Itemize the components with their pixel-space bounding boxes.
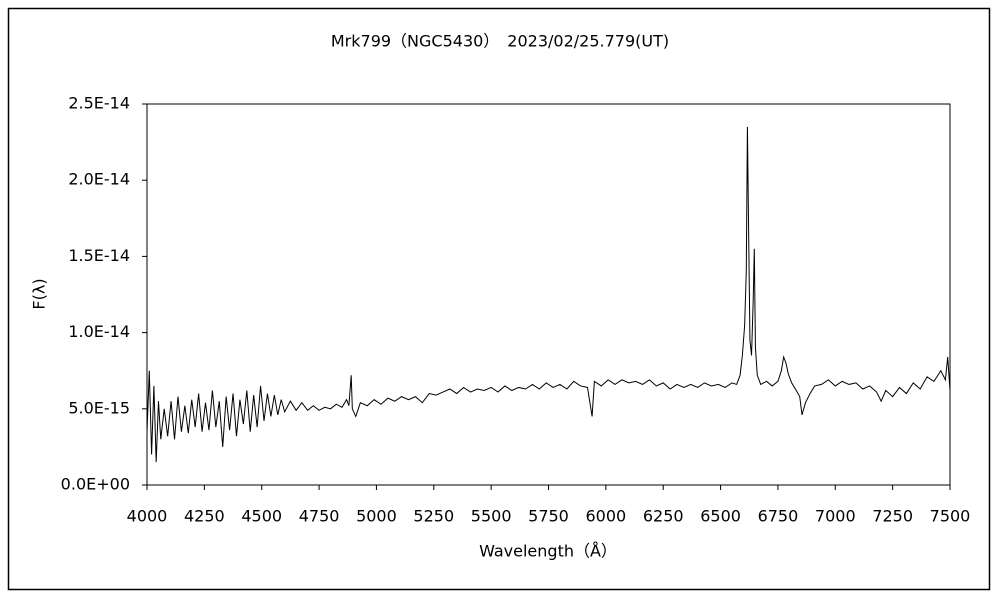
x-tick-label: 7500 [930,507,971,526]
x-tick-label: 5250 [413,507,454,526]
x-tick-label: 5000 [356,507,397,526]
y-tick-label: 1.5E-14 [68,246,130,265]
y-tick-label: 2.5E-14 [68,94,130,113]
y-tick-label: 5.0E-15 [68,398,130,417]
x-tick-label: 5750 [528,507,569,526]
x-tick-label: 7000 [815,507,856,526]
x-tick-label: 4000 [127,507,168,526]
spectrum-line [146,126,951,463]
x-tick-label: 5500 [471,507,512,526]
x-tick-label: 4250 [184,507,225,526]
y-axis-label: F(λ) [30,278,49,309]
y-tick-label: 1.0E-14 [68,322,130,341]
x-tick-label: 7250 [872,507,913,526]
plot-area [146,103,951,486]
x-tick-label: 6000 [585,507,626,526]
y-tick-label: 0.0E+00 [61,475,130,494]
x-tick-label: 6250 [643,507,684,526]
x-axis-label: Wavelength（Å） [479,542,617,561]
chart-title: Mrk799（NGC5430） 2023/02/25.779(UT) [331,32,669,51]
x-tick-label: 6750 [758,507,799,526]
x-tick-label: 4750 [299,507,340,526]
x-tick-label: 4500 [241,507,282,526]
x-tick-label: 6500 [700,507,741,526]
y-tick-label: 2.0E-14 [68,170,130,189]
